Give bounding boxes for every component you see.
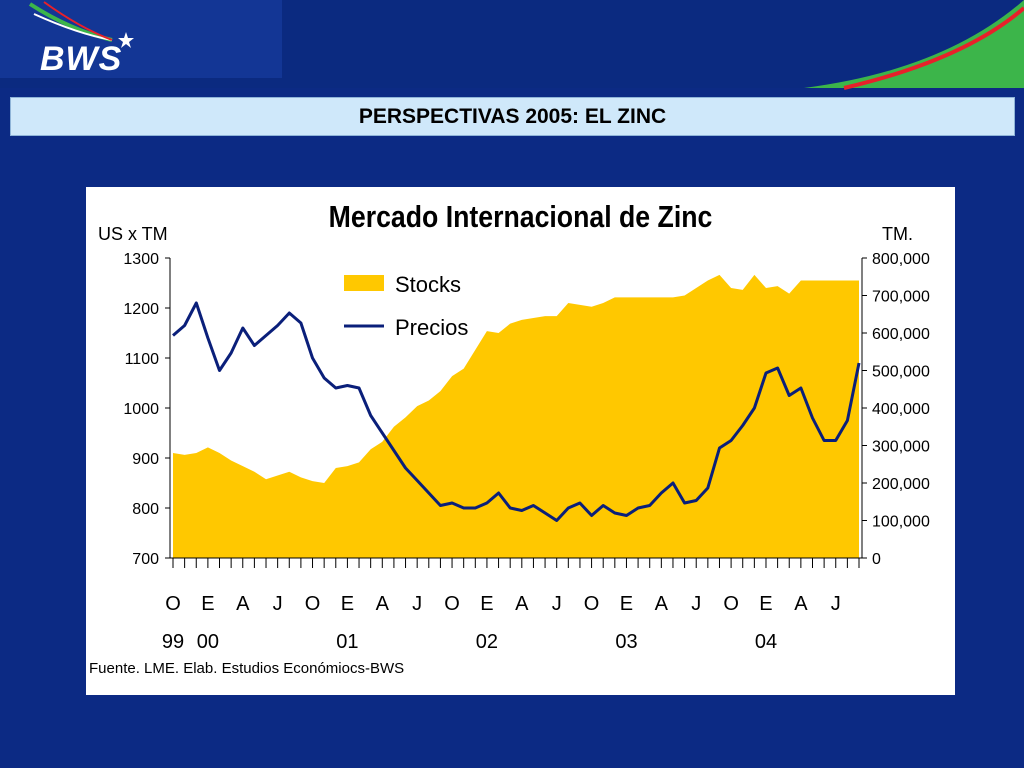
right-axis-tick-label: 0: [872, 551, 881, 568]
right-axis-tick-label: 500,000: [872, 364, 930, 381]
chart-panel: Mercado Internacional de Zinc US x TM TM…: [86, 187, 955, 695]
x-axis-month-label: O: [444, 593, 460, 615]
x-axis-year-label: 04: [755, 631, 777, 653]
x-axis-month-label: J: [552, 593, 562, 615]
x-axis-month-label: A: [376, 593, 390, 615]
x-axis-year-label: 00: [197, 631, 219, 653]
x-axis-month-label: A: [655, 593, 669, 615]
left-axis-unit: US x TM: [98, 224, 168, 244]
x-axis-month-label: J: [412, 593, 422, 615]
x-axis-month-label: E: [620, 593, 633, 615]
left-axis-tick-label: 1200: [123, 301, 159, 318]
chart-plot: 1300 1200 1100 1000 900 800 700 800,000 700,000 6…: [123, 251, 930, 653]
left-axis-tick-label: 900: [132, 451, 159, 468]
right-axis-tick-label: 200,000: [872, 476, 930, 493]
stocks-area: [173, 274, 859, 558]
left-axis-tick-label: 800: [132, 501, 159, 518]
left-axis-tick-label: 1000: [123, 401, 159, 418]
x-axis-month-label: A: [236, 593, 250, 615]
left-axis-tick-label: 700: [132, 551, 159, 568]
x-axis-year-label: 03: [615, 631, 637, 653]
x-axis-year-label: 02: [476, 631, 498, 653]
chart-title: Mercado Internacional de Zinc: [328, 199, 713, 234]
right-axis-unit: TM.: [882, 224, 913, 244]
left-axis-tick-label: 1300: [123, 251, 159, 268]
x-axis-month-label: O: [584, 593, 600, 615]
header-bar: BWS: [0, 0, 1024, 90]
right-axis-tick-label: 800,000: [872, 251, 930, 268]
slide-title: PERSPECTIVAS 2005: EL ZINC: [358, 105, 667, 128]
right-axis-tick-label: 700,000: [872, 289, 930, 306]
legend-stocks-swatch: [344, 275, 384, 291]
x-axis-month-label: E: [201, 593, 214, 615]
logo-swoosh-icon: [28, 1, 134, 48]
x-axis-month-label: O: [165, 593, 181, 615]
x-axis-month-label: E: [480, 593, 493, 615]
logo-panel: BWS: [0, 0, 282, 78]
x-axis-month-label: E: [759, 593, 772, 615]
brand-logo: BWS: [40, 40, 123, 78]
legend-stocks-label: Stocks: [395, 272, 461, 297]
precios-line: [172, 301, 861, 522]
x-axis-month-label: J: [831, 593, 841, 615]
x-axis-year-label: 99: [162, 631, 184, 653]
source-note: Fuente. LME. Elab. Estudios Económiocs-B…: [89, 660, 405, 677]
legend-precios-label: Precios: [395, 315, 468, 340]
x-axis-month-label: J: [273, 593, 283, 615]
right-axis-tick-label: 400,000: [872, 401, 930, 418]
x-axis-month-label: A: [515, 593, 529, 615]
x-axis-month-label: E: [341, 593, 354, 615]
right-axis-tick-label: 100,000: [872, 514, 930, 531]
x-axis-month-label: O: [723, 593, 739, 615]
right-axis-tick-label: 300,000: [872, 439, 930, 456]
slide-title-bar: PERSPECTIVAS 2005: EL ZINC: [10, 97, 1015, 136]
x-axis-month-label: O: [305, 593, 321, 615]
x-axis-month-label: A: [794, 593, 808, 615]
right-axis-tick-label: 600,000: [872, 326, 930, 343]
left-axis-tick-label: 1100: [125, 351, 160, 368]
header-swoosh-decoration: [804, 0, 1024, 90]
x-axis-month-label: J: [691, 593, 701, 615]
x-axis-year-label: 01: [336, 631, 358, 653]
